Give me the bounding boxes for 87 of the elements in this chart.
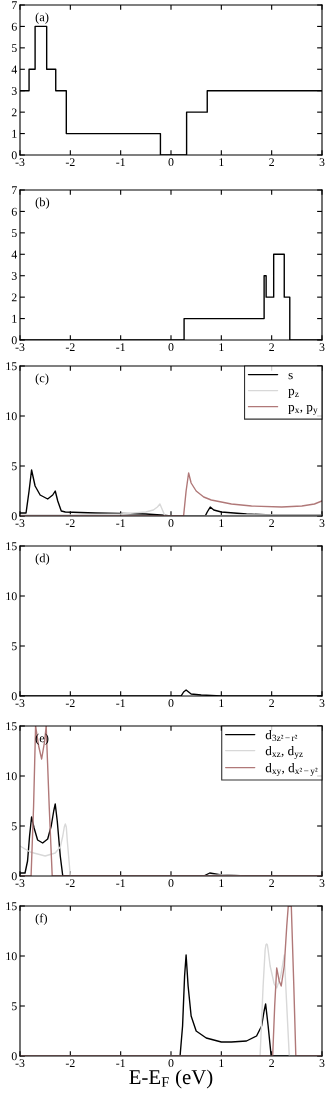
- y-tick-label: 0: [11, 692, 17, 701]
- x-tick-label: -1: [116, 1059, 125, 1067]
- y-tick-label: 4: [11, 65, 18, 74]
- x-tick-label: -2: [65, 1059, 75, 1067]
- y-tick-label: 4: [11, 250, 18, 259]
- legend-label: s: [288, 372, 293, 380]
- y-tick-label: 3: [11, 86, 17, 95]
- y-tick-label: 10: [6, 592, 17, 601]
- x-tick-label: 2: [269, 699, 274, 707]
- y-tick-label: 7: [12, 1, 17, 10]
- x-tick-label: -3: [15, 1059, 25, 1068]
- x-tick-label: 2: [269, 158, 274, 166]
- x-tick-label: 3: [319, 699, 325, 708]
- x-tick-label: -2: [65, 879, 75, 887]
- y-tick-label: 2: [11, 293, 17, 302]
- x-tick-label: 1: [219, 158, 224, 166]
- x-tick-label: 3: [319, 519, 325, 528]
- y-tick-label: 1: [12, 129, 17, 138]
- y-tick-label: 10: [6, 952, 17, 961]
- y-tick-label: 0: [11, 1052, 17, 1061]
- x-tick-label: 0: [168, 343, 174, 352]
- x-tick-label: 1: [219, 879, 224, 887]
- x-axis-title: E-E$_{F}$ (eV): [129, 1069, 213, 1089]
- x-tick-label: 2: [269, 1059, 274, 1067]
- y-tick-label: 0: [11, 336, 17, 345]
- y-tick-label: 5: [12, 229, 17, 238]
- x-tick-label: -3: [15, 699, 25, 708]
- x-tick-label: -3: [15, 519, 25, 528]
- y-tick-label: 15: [6, 722, 17, 731]
- legend-label: p$_{x}$, p$_{y}$: [288, 404, 318, 415]
- y-tick-label: 5: [12, 44, 17, 53]
- y-tick-label: 0: [11, 512, 17, 521]
- x-tick-label: -1: [116, 519, 125, 527]
- x-tick-label: -1: [116, 158, 125, 166]
- y-tick-label: 15: [6, 362, 17, 371]
- x-tick-label: 1: [219, 1059, 224, 1067]
- x-tick-label: 1: [219, 519, 224, 527]
- y-tick-label: 1: [12, 314, 17, 323]
- x-tick-label: 0: [168, 519, 174, 528]
- annotation: (c): [35, 373, 49, 385]
- x-tick-label: 1: [219, 699, 224, 707]
- y-tick-label: 10: [6, 412, 17, 421]
- legend-label: p$_{z}$: [288, 388, 299, 398]
- x-tick-label: 3: [319, 1059, 325, 1068]
- x-tick-label: -1: [116, 343, 125, 351]
- x-tick-label: -1: [116, 879, 125, 887]
- annotation: (e): [35, 733, 49, 745]
- x-tick-label: -3: [15, 343, 25, 352]
- x-tick-label: 2: [269, 519, 274, 527]
- y-tick-label: 15: [6, 902, 17, 911]
- y-tick-label: 5: [12, 822, 17, 831]
- legend-label: d$_{xz}$, d$_{yz}$: [265, 745, 303, 759]
- x-tick-label: 2: [269, 343, 274, 351]
- x-tick-label: 0: [168, 699, 174, 708]
- y-tick-label: 0: [11, 872, 17, 881]
- legend-label: d$_{xy}$, d$_{x²−y²}$: [265, 762, 318, 776]
- x-tick-label: 3: [319, 343, 325, 352]
- x-tick-label: 3: [319, 879, 325, 888]
- x-tick-label: -2: [65, 158, 75, 166]
- y-tick-label: 2: [11, 108, 17, 117]
- x-tick-label: -2: [65, 519, 75, 527]
- y-tick-label: 15: [6, 542, 17, 551]
- y-tick-label: 6: [11, 22, 17, 31]
- x-tick-label: 3: [319, 158, 325, 167]
- x-tick-label: -3: [15, 158, 25, 167]
- x-tick-label: -1: [116, 699, 125, 707]
- y-tick-label: 7: [12, 186, 17, 195]
- annotation: (d): [35, 553, 50, 565]
- x-tick-label: 0: [168, 158, 174, 167]
- x-tick-label: -2: [65, 343, 75, 351]
- x-tick-label: 1: [219, 343, 224, 351]
- y-tick-label: 5: [12, 462, 17, 471]
- y-tick-label: 5: [12, 1002, 17, 1011]
- annotation: (a): [35, 12, 49, 24]
- annotation: (f): [35, 913, 48, 925]
- y-tick-label: 10: [6, 772, 17, 781]
- x-tick-label: -3: [15, 879, 25, 888]
- x-tick-label: 0: [168, 1059, 174, 1068]
- legend-label: d$_{3z²−r²}$: [265, 729, 298, 742]
- annotation: (b): [35, 197, 50, 209]
- x-tick-label: 0: [168, 879, 174, 888]
- y-tick-label: 3: [11, 271, 17, 280]
- x-tick-label: -2: [65, 699, 75, 707]
- y-tick-label: 0: [11, 151, 17, 160]
- y-tick-label: 6: [11, 207, 17, 216]
- y-tick-label: 5: [12, 642, 17, 651]
- x-tick-label: 2: [269, 879, 274, 887]
